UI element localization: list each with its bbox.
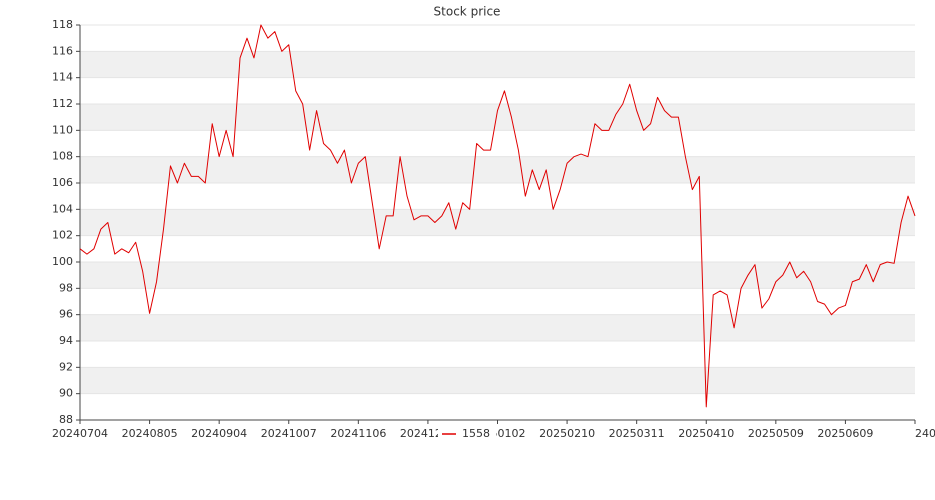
legend-box: [438, 426, 496, 442]
y-tick-label: 100: [52, 255, 73, 268]
x-tick-label: 20250609: [817, 427, 873, 440]
y-tick-label: 96: [59, 308, 73, 321]
price-line: [79, 24, 916, 408]
y-tick-label: 104: [52, 202, 73, 215]
x-tick-label: 240: [915, 427, 935, 440]
grid-band: [80, 209, 915, 236]
y-tick-label: 90: [59, 387, 73, 400]
y-tick-label: 114: [52, 71, 73, 84]
x-tick-label: 20241007: [261, 427, 317, 440]
x-tick-label: 20250210: [539, 427, 595, 440]
y-tick-label: 108: [52, 150, 73, 163]
x-tick-label: 20250311: [609, 427, 665, 440]
y-tick-label: 106: [52, 176, 73, 189]
y-tick-label: 102: [52, 229, 73, 242]
y-tick-label: 112: [52, 97, 73, 110]
x-tick-label: 20240904: [191, 427, 247, 440]
y-tick-label: 118: [52, 18, 73, 31]
grid-band: [80, 262, 915, 289]
y-tick-label: 92: [59, 360, 73, 373]
grid-band: [80, 314, 915, 341]
y-tick-label: 94: [59, 334, 73, 347]
grid-band: [80, 104, 915, 131]
y-tick-label: 98: [59, 281, 73, 294]
grid-band: [80, 156, 915, 183]
x-tick-label: 20241106: [330, 427, 386, 440]
x-tick-label: 20240704: [52, 427, 108, 440]
y-tick-label: 110: [52, 123, 73, 136]
x-tick-label: 20250509: [748, 427, 804, 440]
x-tick-label: 20250410: [678, 427, 734, 440]
chart-title: Stock price: [434, 5, 501, 19]
y-tick-label: 116: [52, 44, 73, 57]
grid-band: [80, 51, 915, 78]
x-tick-label: 20240805: [122, 427, 178, 440]
grid-band: [80, 367, 915, 394]
y-tick-label: 88: [59, 413, 73, 426]
legend-label: 1558: [462, 427, 490, 440]
